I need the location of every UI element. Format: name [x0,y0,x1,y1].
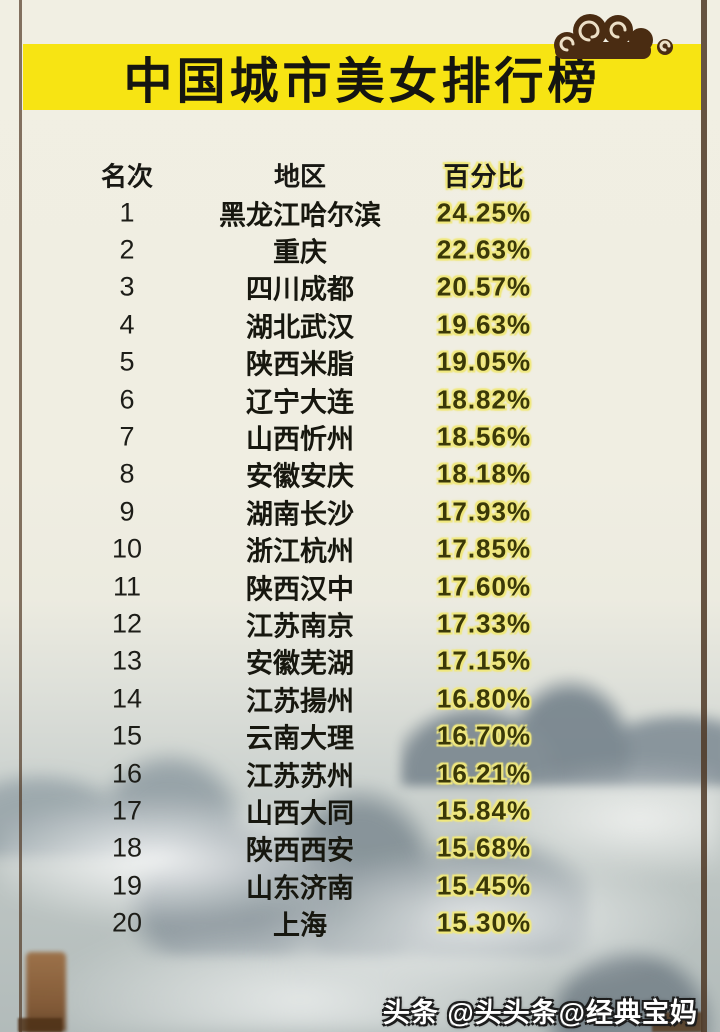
page-title: 中国城市美女排行榜 [123,54,601,109]
percent-cell: 19.05% [436,346,532,377]
percent-cell: 15.45% [436,870,532,901]
region-cell: 四川成都 [246,274,354,305]
region-cell: 重庆 [273,237,327,268]
percent-cell: 15.84% [436,795,532,826]
rank-cell: 14 [111,683,143,714]
table-row: 10 浙江杭州 17.85% [0,531,720,568]
percent-cell: 15.30% [436,907,532,938]
table-row: 7 山西忻州 18.56% [0,418,720,455]
table-row: 11 陕西汉中 17.60% [0,568,720,605]
rank-cell: 6 [119,384,135,415]
rank-cell: 10 [111,533,143,564]
table-row: 14 江苏揚州 16.80% [0,680,720,717]
table-row: 19 山东济南 15.45% [0,867,720,904]
rank-cell: 19 [111,870,143,901]
table-row: 8 安徽安庆 18.18% [0,456,720,493]
region-cell: 上海 [273,910,327,941]
watermark: 头条 @头头条@经典宝妈 [382,998,698,1028]
percent-cell: 18.56% [436,421,532,452]
table-row: 16 江苏苏州 16.21% [0,755,720,792]
region-cell: 陕西西安 [246,835,354,866]
rank-cell: 7 [119,421,135,452]
table-row: 9 湖南长沙 17.93% [0,493,720,530]
region-cell: 江苏苏州 [246,761,354,792]
percent-cell: 17.85% [436,533,532,564]
table-row: 1 黑龙江哈尔滨 24.25% [0,194,720,231]
region-cell: 辽宁大连 [246,387,354,418]
table-row: 17 山西大同 15.84% [0,792,720,829]
rank-cell: 20 [111,907,143,938]
region-cell: 安徽芜湖 [246,648,354,679]
rank-cell: 12 [111,608,143,639]
region-cell: 安徽安庆 [246,461,354,492]
percent-cell: 19.63% [436,309,532,340]
percent-cell: 22.63% [436,234,532,265]
table-row: 4 湖北武汉 19.63% [0,306,720,343]
rank-cell: 2 [119,234,135,265]
table-row: 6 辽宁大连 18.82% [0,381,720,418]
rank-cell: 11 [112,571,142,602]
pagoda-silhouette [26,952,66,1032]
percent-cell: 17.15% [436,645,532,676]
table-row: 20 上海 15.30% [0,904,720,941]
table-row: 3 四川成都 20.57% [0,269,720,306]
region-cell: 陕西汉中 [246,574,354,605]
percent-cell: 16.70% [436,720,532,751]
header-percent: 百分比 [443,161,525,192]
percent-cell: 15.68% [436,832,532,863]
table-row: 15 云南大理 16.70% [0,717,720,754]
rank-cell: 1 [119,197,135,228]
rank-cell: 17 [111,795,143,826]
header-region: 地区 [273,161,326,192]
table-row: 18 陕西西安 15.68% [0,830,720,867]
percent-cell: 20.57% [436,271,532,302]
rank-cell: 15 [111,720,143,751]
percent-cell: 16.80% [436,683,532,714]
region-cell: 山东济南 [246,873,354,904]
table-row: 12 江苏南京 17.33% [0,605,720,642]
table-row: 5 陕西米脂 19.05% [0,344,720,381]
rank-cell: 9 [119,496,135,527]
pagoda-base [18,1018,62,1032]
region-cell: 陕西米脂 [246,349,354,380]
percent-cell: 17.60% [436,571,532,602]
rank-cell: 4 [119,309,135,340]
region-cell: 湖南长沙 [246,499,354,530]
table-row: 2 重庆 22.63% [0,231,720,268]
percent-cell: 17.93% [436,496,532,527]
header-rank: 名次 [100,161,153,192]
table-header-row: 名次 地区 百分比 [0,156,720,194]
region-cell: 江苏揚州 [246,686,354,717]
region-cell: 湖北武汉 [246,312,354,343]
percent-cell: 24.25% [436,197,532,228]
rank-cell: 13 [111,645,143,676]
percent-cell: 18.18% [436,458,532,489]
ranking-table: 名次 地区 百分比 1 黑龙江哈尔滨 24.25% 2 重庆 22.63% 3 … [0,156,720,942]
region-cell: 黑龙江哈尔滨 [219,200,381,231]
region-cell: 江苏南京 [246,611,354,642]
rank-cell: 5 [119,346,135,377]
rank-cell: 3 [119,271,135,302]
auspicious-cloud-icon [554,14,673,59]
region-cell: 云南大理 [246,723,354,754]
region-cell: 浙江杭州 [246,536,354,567]
percent-cell: 17.33% [436,608,532,639]
region-cell: 山西大同 [246,798,354,829]
rank-cell: 16 [111,758,143,789]
rank-cell: 18 [111,832,143,863]
percent-cell: 16.21% [436,758,532,789]
rank-cell: 8 [119,458,135,489]
percent-cell: 18.82% [436,384,532,415]
region-cell: 山西忻州 [246,424,354,455]
table-row: 13 安徽芜湖 17.15% [0,643,720,680]
